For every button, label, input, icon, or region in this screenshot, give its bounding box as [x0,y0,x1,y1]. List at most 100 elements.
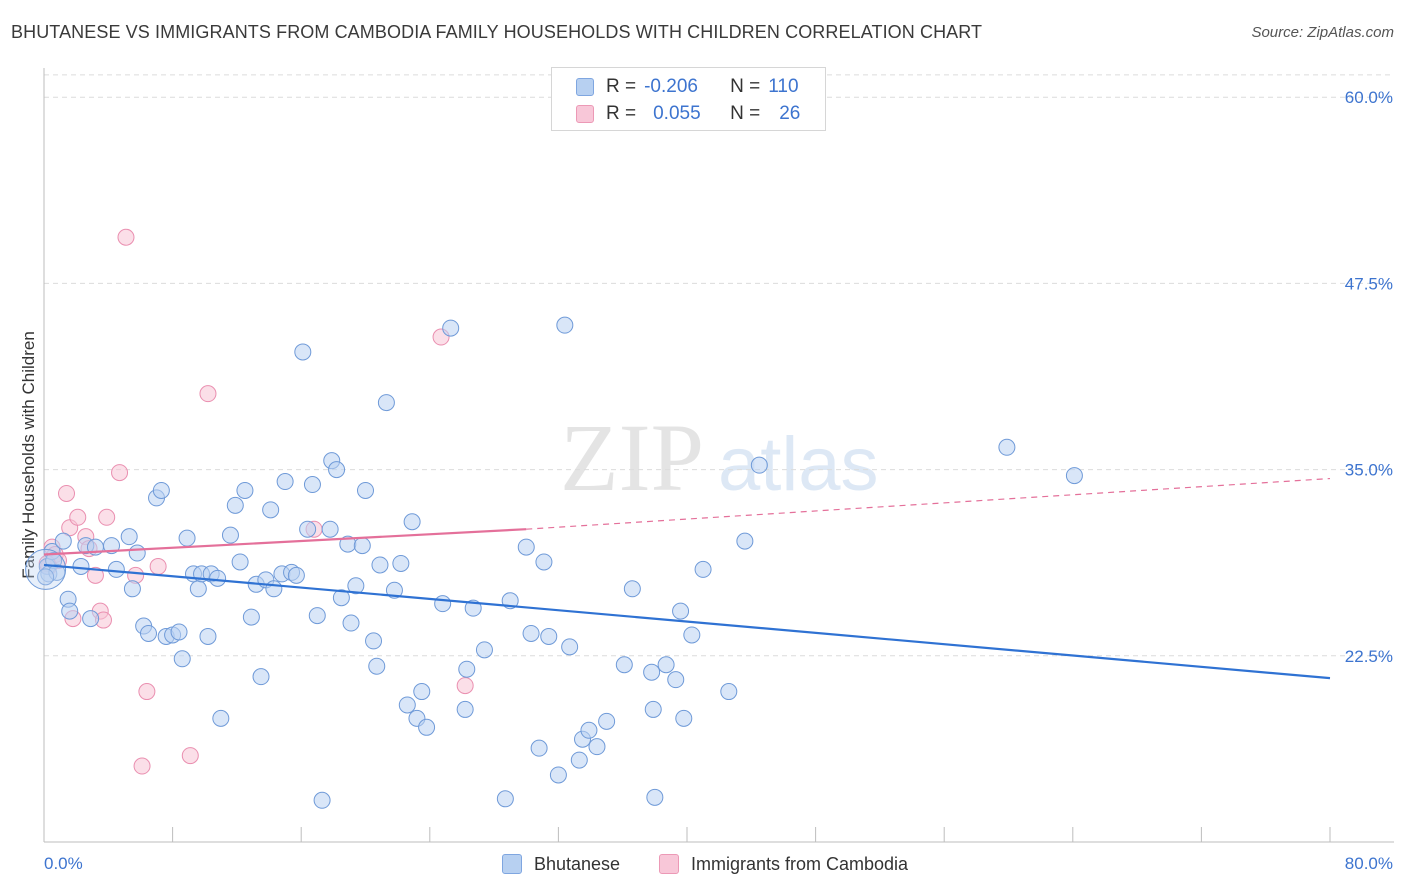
bhutanese-point [657,656,675,674]
bhutanese-point [242,608,260,626]
bhutanese-point [522,624,540,642]
bhutanese-point [561,638,579,656]
r-value: -0.206 [644,76,698,97]
bhutanese-point [265,580,283,598]
legend-label: Immigrants from Cambodia [691,853,909,874]
bhutanese-point [580,721,598,739]
bhutanese-point [413,683,431,701]
cambodia-point [138,683,156,701]
bhutanese-point [1065,467,1083,485]
bhutanese-point [189,580,207,598]
bhutanese-point [365,632,383,650]
x-tick-label: 80.0% [1345,854,1393,873]
bhutanese-point [675,709,693,727]
cambodia-trend-extension [526,477,1331,530]
bhutanese-point [570,751,588,769]
bhutanese-point [667,671,685,689]
bhutanese-point [398,696,416,714]
bhutanese-point [442,319,460,337]
bhutanese-point [178,529,196,547]
bhutanese-point [236,481,254,499]
bhutanese-point [82,610,100,628]
bhutanese-point [332,589,350,607]
bhutanese-point [262,501,280,519]
bhutanese-point [683,626,701,644]
n-value: 110 [768,76,799,97]
bhutanese-point [152,481,170,499]
bhutanese-point [556,316,574,334]
legend-row-cambodia: R = 0.055 N = 26 [576,102,800,126]
cambodia-point [149,557,167,575]
tick-labels: 22.5% 35.0% 47.5% 60.0% 0.0% 80.0% [44,88,1393,873]
cambodia-point [98,508,116,526]
bhutanese-point [37,568,55,586]
bhutanese-point [368,657,386,675]
bhutanese-point [294,343,312,361]
bhutanese-point [540,627,558,645]
bhutanese-point [588,738,606,756]
bhutanese-point [103,537,121,555]
bhutanese-trend-line [43,563,1331,680]
bhutanese-point [403,513,421,531]
blue-swatch-icon [502,854,522,874]
legend-item-bhutanese: Bhutanese [502,852,620,876]
legend-item-cambodia: Immigrants from Cambodia [659,852,908,876]
bhutanese-point [623,580,641,598]
bhutanese-point [212,709,230,727]
chart-title: BHUTANESE VS IMMIGRANTS FROM CAMBODIA FA… [11,22,983,42]
bhutanese-point [549,766,567,784]
bhutanese-point [313,791,331,809]
bhutanese-point [371,556,389,574]
bhutanese-point [170,623,188,641]
cambodia-point [58,484,76,502]
cambodia-point [133,757,151,775]
watermark-zip: ZIP [560,404,704,511]
n-label: N = [730,76,761,97]
bhutanese-point [25,548,67,590]
watermark-atlas: atlas [718,422,879,507]
bhutanese-point [434,595,452,613]
bhutanese-point [456,700,474,718]
r-value: 0.055 [653,103,701,124]
bhutanese-point [61,602,79,620]
cambodia-point [199,385,217,403]
bhutanese-point [392,554,410,572]
bhutanese-point [72,557,90,575]
pink-swatch-icon [659,854,679,874]
bhutanese-point [535,553,553,571]
bhutanese-point [517,538,535,556]
bhutanese-point [299,520,317,538]
bhutanese-point [328,461,346,479]
cambodia-point [111,464,129,482]
n-value: 26 [779,103,801,124]
bhutanese-point [308,607,326,625]
pink-swatch-icon [576,105,594,123]
bhutanese-point [353,537,371,555]
bhutanese-point [276,473,294,491]
bhutanese-point [643,663,661,681]
r-label: R = [606,76,637,97]
y-tick-label: 60.0% [1345,88,1393,107]
bhutanese-point [342,614,360,632]
bhutanese-point [173,650,191,668]
x-tick-label: 0.0% [44,854,83,873]
bhutanese-point [321,520,339,538]
bhutanese-point [54,532,72,550]
bhutanese-point [458,660,476,678]
bhutanese-point [107,560,125,578]
cambodia-point [181,747,199,765]
bhutanese-point [221,526,239,544]
cambodia-point [69,508,87,526]
cambodia-points [38,228,474,775]
bhutanese-point [120,528,138,546]
bhutanese-point [496,790,514,808]
bhutanese-point [226,496,244,514]
bhutanese-point [720,683,738,701]
trend-lines [43,477,1331,680]
cambodia-point [456,677,474,695]
axes [43,68,1394,843]
bhutanese-point [750,456,768,474]
bhutanese-point [646,788,664,806]
cambodia-trend-line [43,528,527,556]
y-tick-label: 22.5% [1345,647,1393,666]
